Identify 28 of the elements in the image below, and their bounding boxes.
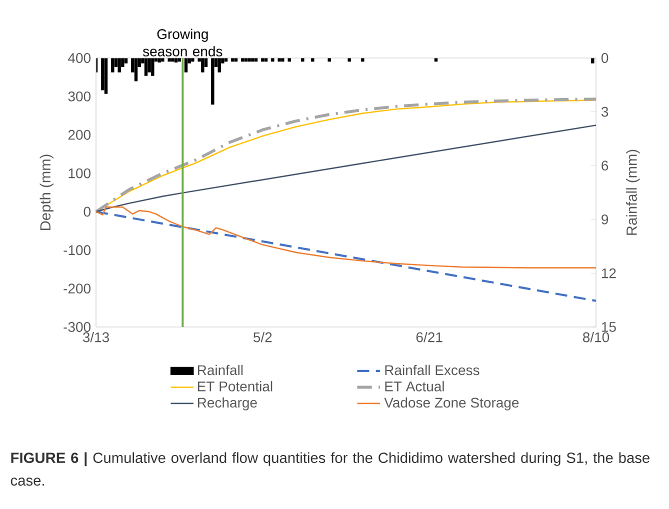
- x-tick-label: 6/21: [416, 332, 442, 342]
- y-tick-label: 300: [68, 91, 91, 102]
- y2-tick-label: 0: [601, 53, 608, 63]
- y-axis-title: Depth (mm): [40, 154, 54, 230]
- ref-line-label: Growing season ends: [142, 28, 222, 56]
- x-tick-label: 8/10: [582, 332, 610, 342]
- legend-label: Vadose Zone Storage: [384, 397, 519, 410]
- y-tick-label: 400: [68, 53, 91, 63]
- x-tick-label: 3/13: [82, 332, 110, 342]
- y2-tick-label: 12: [602, 268, 616, 278]
- y-tick-label: 0: [84, 206, 91, 217]
- y-tick-label: -200: [64, 284, 91, 294]
- y2-tick-label: 3: [601, 106, 608, 117]
- text: FIGURE 6 | Cumulative overland flow quantities for the Chididimo watershed during S1, the base case.: [10, 452, 650, 486]
- legend-label: Rainfall: [198, 364, 243, 376]
- y-tick-label: -100: [64, 245, 91, 256]
- y2-tick-label: 6: [602, 160, 608, 171]
- y-tick-label: 200: [68, 130, 91, 140]
- y-tick-label: 100: [68, 168, 91, 178]
- legend-label: Rainfall Excess: [385, 364, 480, 376]
- y2-tick-label: 15: [602, 322, 616, 332]
- x-tick-label: 5/2: [254, 332, 272, 342]
- y2-tick-label: 9: [602, 214, 608, 224]
- legend-label: ET Potential: [198, 381, 272, 392]
- y-tick-label: -300: [64, 322, 91, 332]
- y2-axis-title: Rainfall (mm): [626, 150, 640, 235]
- legend-label: Recharge: [198, 397, 257, 410]
- legend-label: ET Actual: [385, 381, 444, 392]
